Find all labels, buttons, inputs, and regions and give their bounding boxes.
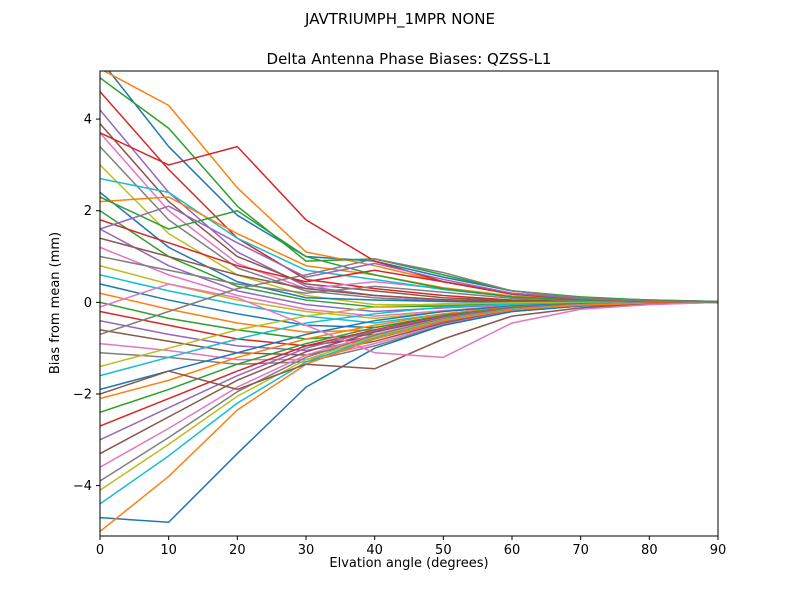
- line-series-s46: [100, 301, 718, 395]
- series-lines: [100, 71, 718, 533]
- x-tick-label: 50: [435, 543, 452, 558]
- x-tick-label: 20: [229, 543, 246, 558]
- line-series-s44: [100, 132, 718, 304]
- x-tick-label: 40: [366, 543, 383, 558]
- axes-title: Delta Antenna Phase Biases: QZSS-L1: [266, 50, 552, 68]
- x-axis-label: Elvation angle (degrees): [329, 556, 489, 571]
- line-series-s42: [100, 301, 718, 533]
- x-tick-label: 60: [504, 543, 521, 558]
- line-series-s10: [100, 177, 718, 304]
- x-tick-label: 0: [96, 543, 104, 558]
- line-series-s03: [100, 77, 718, 303]
- y-tick-label: 0: [84, 296, 92, 311]
- x-tick-label: 90: [710, 543, 727, 558]
- x-tick-label: 10: [160, 543, 177, 558]
- figure-suptitle: JAVTRIUMPH_1MPR NONE: [305, 10, 495, 28]
- y-tick-label: −2: [73, 387, 92, 402]
- line-series-s09: [100, 164, 718, 306]
- x-tick-label: 30: [298, 543, 315, 558]
- axes-frame: [99, 70, 719, 537]
- line-series-s48: [100, 258, 718, 336]
- x-tick-label: 70: [572, 543, 589, 558]
- y-tick-label: 4: [84, 113, 92, 128]
- y-tick-label: −4: [73, 479, 92, 494]
- y-axis-label-text: Bias from mean (mm): [48, 231, 63, 375]
- x-tick-label: 80: [641, 543, 658, 558]
- y-tick-label: 2: [84, 204, 92, 219]
- line-series-s47: [100, 283, 718, 359]
